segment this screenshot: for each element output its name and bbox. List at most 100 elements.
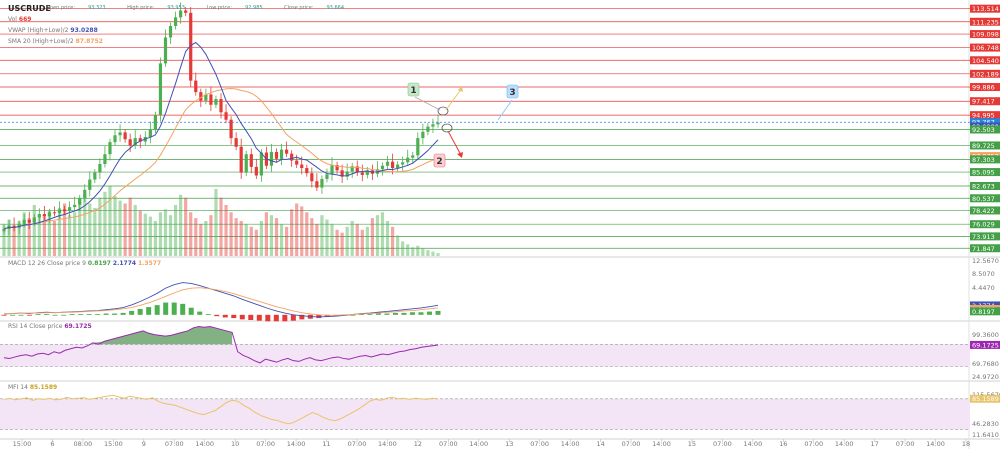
x-axis-tick: 07:00 <box>713 440 732 448</box>
volume-bar <box>239 221 243 256</box>
candle-body <box>325 174 329 179</box>
legend-mfi[interactable]: MFI 14 85.1589 <box>8 384 58 391</box>
macd-histogram-bar <box>103 313 109 315</box>
price-label: 104.540 <box>972 57 999 65</box>
candle-body <box>32 217 36 223</box>
volume-bar <box>300 206 304 256</box>
legend-vwap[interactable]: VWAP (High+Low)/2 93.0288 <box>8 27 98 34</box>
volume-bar <box>37 215 41 256</box>
price-label-bg <box>970 17 1000 26</box>
rsi-axis-tick: 69.7680 <box>972 360 999 368</box>
price-label: 78.422 <box>972 207 995 215</box>
candle-body <box>229 119 233 139</box>
price-label: 106.748 <box>972 44 999 52</box>
macd-histogram-bar <box>146 307 152 315</box>
x-axis-tick: 14:00 <box>561 440 580 448</box>
candle-body <box>189 12 193 81</box>
volume-bar <box>22 212 26 256</box>
arrow-up-line <box>445 87 463 111</box>
candle-body <box>390 161 395 169</box>
candle-body <box>199 92 203 101</box>
macd-label: 0.8197 <box>972 308 995 316</box>
open-item: Open price: 93.323 <box>46 5 106 11</box>
macd-histogram-bar <box>273 314 279 322</box>
legend-vol[interactable]: Vol 669 <box>8 16 32 23</box>
mfi-axis-tick: 11.6410 <box>972 431 999 439</box>
volume-bar <box>108 186 112 256</box>
volume-bar <box>385 221 390 256</box>
price-label: 113.514 <box>972 5 999 13</box>
volume-bar <box>325 219 329 256</box>
macd-histogram-bar <box>1 314 7 316</box>
legend-macd[interactable]: MACD 12 26 Close price 9 0.8197 2.1774 1… <box>8 260 162 267</box>
candle-body <box>138 138 142 142</box>
macd-histogram-bar <box>69 314 75 315</box>
candle-body <box>249 154 253 167</box>
mfi-label-bg <box>970 394 1000 403</box>
x-axis-tick: 14:00 <box>652 440 671 448</box>
volume-bar <box>365 226 369 256</box>
volume-bar <box>42 216 46 256</box>
volume-bar <box>315 223 319 256</box>
candle-body <box>168 26 173 38</box>
macd-histogram-bar <box>239 314 245 320</box>
volume-bar <box>143 213 147 256</box>
candle-body <box>108 142 112 155</box>
sma-line <box>3 88 439 230</box>
candle-body <box>330 165 334 175</box>
legend-rsi[interactable]: RSI 14 Close price 69.1725 <box>8 323 92 330</box>
price-label-bg <box>970 111 1000 120</box>
x-axis-tick: 07:00 <box>804 440 823 448</box>
price-label-bg <box>970 97 1000 106</box>
x-axis-tick: 14:00 <box>926 440 945 448</box>
legend-sma[interactable]: SMA 20 (High+Low)/2 87.8752 <box>8 38 103 45</box>
x-axis-tick: 15:00 <box>104 440 123 448</box>
macd-histogram-bar <box>154 305 160 315</box>
volume-bar <box>244 223 248 256</box>
candle-body <box>244 154 248 173</box>
price-label: 94.995 <box>972 112 995 120</box>
volume-bar <box>73 212 77 256</box>
candle-body <box>234 138 238 147</box>
volume-bar <box>189 212 193 256</box>
volume-bar <box>123 203 127 256</box>
candle-body <box>204 94 208 101</box>
volume-bar <box>421 248 425 256</box>
candle-body <box>42 214 46 217</box>
candle-body <box>355 166 359 173</box>
volume-bar <box>285 226 289 256</box>
x-axis-tick: 11 <box>322 440 330 448</box>
candle-body <box>426 126 430 132</box>
price-label-bg <box>970 4 1000 13</box>
price-label-bg <box>970 30 1000 39</box>
volume-bar <box>375 215 380 256</box>
x-axis-tick: 15 <box>688 440 696 448</box>
candle-body <box>128 139 132 146</box>
volume-bar <box>113 196 117 256</box>
volume-bar <box>133 204 137 256</box>
macd-histogram-bar <box>188 307 194 315</box>
price-label: 71.847 <box>972 245 995 253</box>
candle-body <box>27 219 31 223</box>
volume-bar <box>128 197 132 256</box>
x-axis-tick: 9 <box>142 440 146 448</box>
candle-body <box>88 179 92 190</box>
volume-bar <box>62 203 67 256</box>
rsi-axis-tick: 99.3600 <box>972 331 999 339</box>
price-label: 92.503 <box>972 126 995 134</box>
macd-histogram-bar <box>163 302 169 315</box>
volume-bar <box>370 218 374 256</box>
volume-bar <box>295 203 299 256</box>
rsi-overbought-fill <box>93 326 233 345</box>
volume-bar <box>168 215 173 256</box>
macd-histogram-bar <box>282 314 288 322</box>
macd-label-bg <box>970 307 1000 316</box>
candle-body <box>68 207 72 212</box>
volume-bar <box>310 218 314 256</box>
candle-body <box>78 198 82 205</box>
volume-bar <box>406 244 410 256</box>
candle-body <box>184 10 188 13</box>
rsi-band <box>0 344 970 367</box>
volume-bar <box>380 212 385 256</box>
